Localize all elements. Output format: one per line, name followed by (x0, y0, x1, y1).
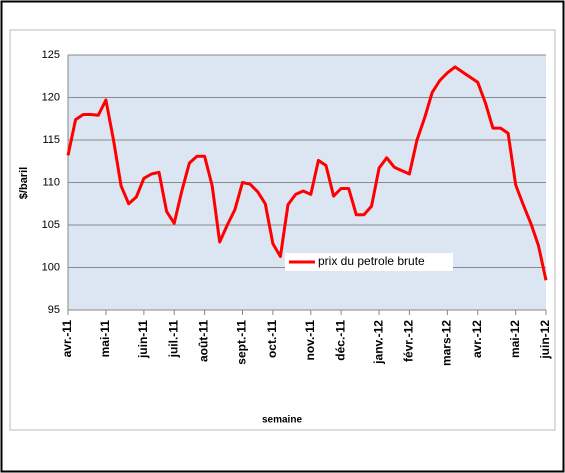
x-tick-label: nov.-11 (303, 320, 317, 361)
inner-frame (9, 29, 556, 431)
y-tick-label: 120 (42, 91, 60, 103)
x-tick-label: août-11 (197, 320, 211, 362)
x-axis-label: semaine (262, 415, 302, 426)
y-tick-label: 115 (42, 134, 60, 146)
x-tick-label: mai-11 (98, 320, 112, 358)
x-tick-label: oct.-11 (265, 320, 279, 358)
x-tick-label: avr.-12 (470, 320, 484, 358)
x-tick-label: mars-12 (440, 320, 454, 366)
y-tick-label: 105 (42, 219, 60, 231)
x-tick-label: févr.-12 (402, 320, 416, 362)
y-axis-label: $/baril (18, 167, 30, 199)
line-series (66, 65, 548, 281)
y-tick-label: 95 (48, 304, 60, 316)
x-tick-label: juin-12 (538, 320, 552, 360)
y-tick-label: 100 (42, 261, 60, 273)
x-tick-label: déc.-11 (333, 320, 347, 361)
x-tick-label: janv.-12 (371, 320, 385, 365)
x-tick-label: sept.-11 (235, 320, 249, 365)
y-tick-label: 125 (42, 49, 60, 61)
x-tick-label: juil.-11 (166, 320, 180, 359)
x-tick-label: avr.-11 (60, 320, 74, 358)
x-tick-label: juin-11 (136, 320, 150, 359)
legend-label: prix du petrole brute (318, 254, 425, 268)
x-tick-label: mai-12 (508, 320, 522, 358)
y-tick-label: 110 (42, 176, 60, 188)
legend-box (285, 253, 453, 271)
